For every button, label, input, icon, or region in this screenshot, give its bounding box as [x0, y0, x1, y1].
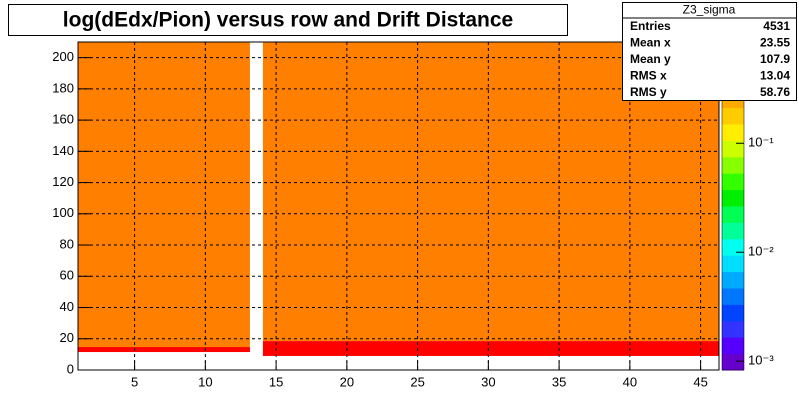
- y-tick-label: 120: [52, 174, 74, 189]
- z-tick-label: 10⁻²: [748, 244, 774, 259]
- x-tick-label: 40: [623, 374, 637, 389]
- palette-swatch: [722, 173, 744, 191]
- palette-swatch: [722, 288, 744, 305]
- palette-swatch: [722, 337, 744, 355]
- z-tick-label: 10⁻¹: [748, 135, 774, 150]
- palette-swatch: [722, 124, 744, 141]
- palette-swatch: [722, 140, 744, 158]
- stats-label: Entries: [630, 19, 671, 33]
- palette-swatch: [722, 271, 744, 289]
- y-tick-label: 0: [67, 361, 74, 376]
- z-tick-label: 10⁻³: [748, 353, 774, 368]
- y-tick-label: 60: [60, 268, 74, 283]
- stats-value: 23.55: [760, 36, 790, 50]
- x-tick-label: 5: [131, 374, 138, 389]
- stats-value: 4531: [763, 19, 790, 33]
- palette-swatch: [722, 255, 744, 273]
- heatmap-cell: [78, 347, 250, 353]
- y-tick-label: 40: [60, 299, 74, 314]
- y-tick-label: 80: [60, 236, 74, 251]
- stats-label: RMS x: [630, 69, 667, 83]
- y-tick-label: 20: [60, 330, 74, 345]
- y-tick-label: 180: [52, 80, 74, 95]
- y-tick-label: 100: [52, 205, 74, 220]
- palette-swatch: [722, 304, 744, 322]
- title-box: [8, 4, 568, 36]
- x-tick-label: 25: [410, 374, 424, 389]
- x-tick-label: 15: [269, 374, 283, 389]
- x-tick-label: 10: [198, 374, 212, 389]
- stats-label: Mean y: [630, 52, 671, 66]
- x-tick-label: 30: [481, 374, 495, 389]
- palette-swatch: [722, 222, 744, 240]
- heatmap-cell: [78, 42, 250, 348]
- stats-frame: [622, 2, 797, 101]
- stats-value: 58.76: [760, 85, 790, 99]
- palette-swatch: [722, 353, 744, 371]
- stats-value: 107.9: [760, 52, 790, 66]
- x-tick-label: 45: [693, 374, 707, 389]
- chart-title: log(dEdx/Pion) versus row and Drift Dist…: [63, 9, 513, 32]
- heatmap-cell: [262, 341, 719, 356]
- x-tick-label: 35: [552, 374, 566, 389]
- palette-swatch: [722, 320, 744, 338]
- stats-label: RMS y: [630, 85, 667, 99]
- palette-swatch: [722, 189, 744, 207]
- x-tick-label: 20: [340, 374, 354, 389]
- palette-swatch: [722, 238, 744, 256]
- y-tick-label: 140: [52, 143, 74, 158]
- stats-box: Z3_sigma Entries 4531 Mean x 23.55 Mean y 107.…: [622, 2, 797, 101]
- palette-swatch: [722, 156, 744, 174]
- stats-title: Z3_sigma: [683, 3, 736, 17]
- plot-frame: [77, 41, 720, 371]
- y-tick-label: 160: [52, 112, 74, 127]
- stats-value: 13.04: [760, 69, 790, 83]
- stats-label: Mean x: [630, 36, 671, 50]
- palette-swatch: [722, 107, 744, 125]
- palette-swatch: [722, 206, 744, 223]
- y-tick-label: 200: [52, 49, 74, 64]
